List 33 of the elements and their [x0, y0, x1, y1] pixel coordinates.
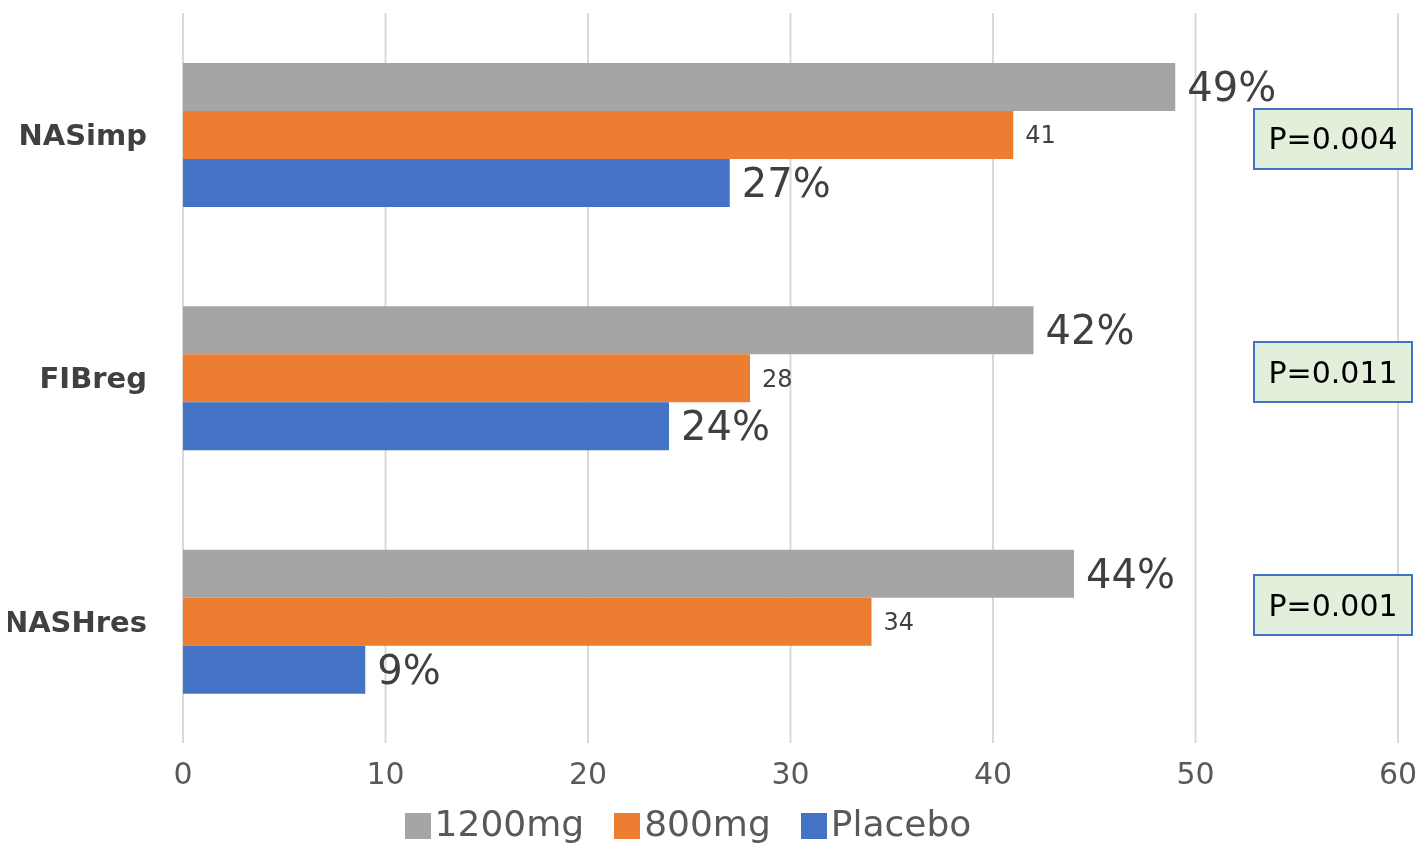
bar	[183, 111, 1014, 159]
annotation: P=0.004	[1268, 121, 1398, 157]
bar	[183, 597, 872, 646]
data-label: 49%	[1187, 64, 1277, 110]
annotation: P=0.011	[1253, 341, 1413, 403]
y-tick-label: NASimp	[18, 117, 147, 152]
data-label: 44%	[1086, 550, 1175, 597]
x-tick-label: 10	[366, 756, 405, 792]
bar	[183, 645, 366, 694]
data-label: 28	[762, 364, 793, 393]
bar	[183, 402, 669, 451]
legend-label: 800mg	[644, 803, 771, 844]
data-label: 34	[883, 608, 915, 637]
x-tick-label: 60	[1378, 756, 1418, 792]
bar	[183, 306, 1034, 355]
data-label: 9%	[377, 646, 441, 693]
x-tick-label: 30	[771, 756, 810, 792]
x-tick-label: 0	[173, 756, 193, 792]
x-tick-label: 20	[568, 756, 608, 792]
data-label: 24%	[681, 403, 770, 450]
y-tick-label: FIBreg	[39, 361, 147, 396]
data-label: 41	[1025, 121, 1056, 150]
data-label: 42%	[1045, 307, 1135, 354]
data-label: 27%	[741, 160, 831, 206]
bar	[183, 549, 1074, 598]
bar	[183, 159, 730, 207]
bar	[183, 63, 1176, 111]
bar	[183, 354, 750, 403]
legend-label: 1200mg	[434, 803, 585, 844]
legend-label: Placebo	[830, 803, 972, 844]
x-tick-label: 40	[973, 756, 1013, 792]
x-tick-label: 50	[1176, 756, 1215, 792]
annotation: P=0.001	[1253, 574, 1413, 637]
